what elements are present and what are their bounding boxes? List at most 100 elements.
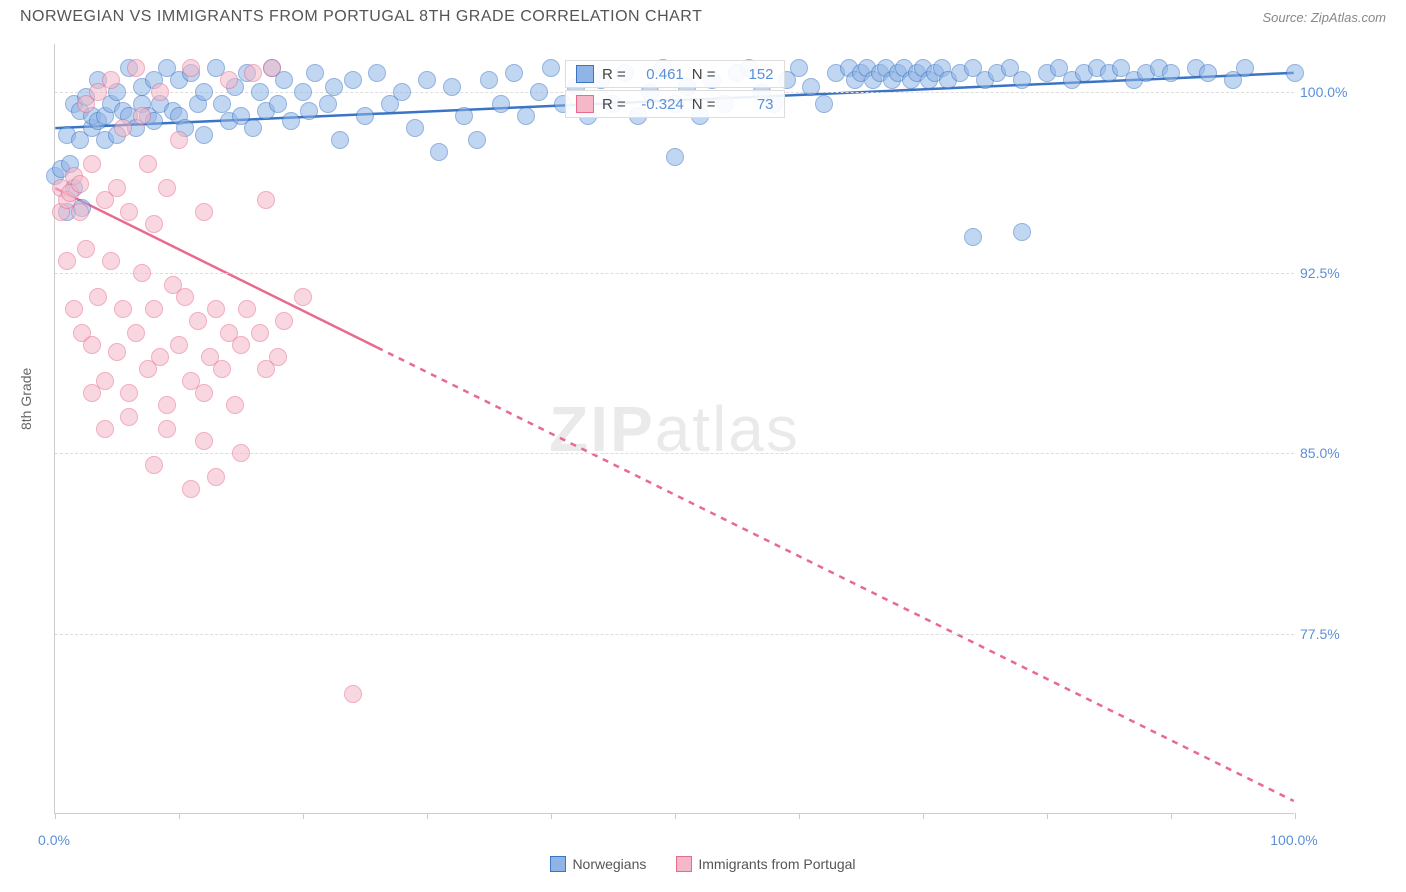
- data-point: [1162, 64, 1180, 82]
- data-point: [96, 420, 114, 438]
- data-point: [207, 468, 225, 486]
- data-point: [151, 348, 169, 366]
- legend: Norwegians Immigrants from Portugal: [0, 856, 1406, 872]
- data-point: [195, 203, 213, 221]
- data-point: [145, 456, 163, 474]
- data-point: [213, 360, 231, 378]
- data-point: [455, 107, 473, 125]
- data-point: [802, 78, 820, 96]
- data-point: [226, 396, 244, 414]
- chart-source: Source: ZipAtlas.com: [1262, 10, 1386, 25]
- data-point: [257, 191, 275, 209]
- data-point: [430, 143, 448, 161]
- data-point: [220, 71, 238, 89]
- r-value-portugal: -0.324: [634, 96, 684, 113]
- data-point: [666, 148, 684, 166]
- data-point: [505, 64, 523, 82]
- n-value-portugal: 73: [724, 96, 774, 113]
- data-point: [282, 112, 300, 130]
- x-tick: [179, 813, 180, 819]
- data-point: [145, 300, 163, 318]
- data-point: [207, 300, 225, 318]
- x-tick: [799, 813, 800, 819]
- legend-swatch-icon: [676, 856, 692, 872]
- data-point: [114, 300, 132, 318]
- data-point: [158, 179, 176, 197]
- data-point: [480, 71, 498, 89]
- data-point: [120, 384, 138, 402]
- y-axis-label: 8th Grade: [18, 368, 34, 430]
- data-point: [114, 119, 132, 137]
- data-point: [195, 126, 213, 144]
- data-point: [300, 102, 318, 120]
- data-point: [158, 420, 176, 438]
- data-point: [269, 95, 287, 113]
- data-point: [139, 155, 157, 173]
- data-point: [368, 64, 386, 82]
- data-point: [325, 78, 343, 96]
- data-point: [542, 59, 560, 77]
- data-point: [176, 288, 194, 306]
- data-point: [127, 324, 145, 342]
- data-point: [418, 71, 436, 89]
- legend-item: Immigrants from Portugal: [676, 856, 855, 872]
- swatch-norwegians-icon: [576, 65, 594, 83]
- data-point: [151, 83, 169, 101]
- data-point: [71, 175, 89, 193]
- stats-box-portugal: R = -0.324 N = 73: [565, 90, 785, 118]
- x-tick-label: 0.0%: [38, 832, 70, 848]
- data-point: [251, 83, 269, 101]
- watermark: ZIPatlas: [549, 392, 800, 466]
- data-point: [145, 215, 163, 233]
- data-point: [108, 343, 126, 361]
- data-point: [189, 312, 207, 330]
- data-point: [182, 480, 200, 498]
- data-point: [294, 83, 312, 101]
- data-point: [170, 336, 188, 354]
- data-point: [170, 131, 188, 149]
- data-point: [71, 203, 89, 221]
- data-point: [269, 348, 287, 366]
- legend-label: Norwegians: [572, 856, 646, 872]
- x-tick: [1295, 813, 1296, 819]
- data-point: [120, 408, 138, 426]
- data-point: [213, 95, 231, 113]
- data-point: [331, 131, 349, 149]
- y-tick-label: 100.0%: [1300, 84, 1347, 100]
- plot-area: ZIPatlas: [54, 44, 1294, 814]
- y-tick-label: 92.5%: [1300, 265, 1340, 281]
- gridline: [55, 634, 1294, 635]
- chart-title: NORWEGIAN VS IMMIGRANTS FROM PORTUGAL 8T…: [20, 8, 702, 26]
- r-value-norwegians: 0.461: [634, 66, 684, 83]
- data-point: [238, 300, 256, 318]
- legend-item: Norwegians: [550, 856, 646, 872]
- data-point: [108, 179, 126, 197]
- data-point: [406, 119, 424, 137]
- n-value-norwegians: 152: [724, 66, 774, 83]
- y-tick-label: 77.5%: [1300, 626, 1340, 642]
- data-point: [319, 95, 337, 113]
- data-point: [393, 83, 411, 101]
- data-point: [244, 119, 262, 137]
- data-point: [195, 432, 213, 450]
- data-point: [1013, 223, 1031, 241]
- data-point: [294, 288, 312, 306]
- data-point: [263, 59, 281, 77]
- data-point: [1199, 64, 1217, 82]
- data-point: [65, 300, 83, 318]
- data-point: [356, 107, 374, 125]
- data-point: [83, 384, 101, 402]
- x-tick-label: 100.0%: [1270, 832, 1317, 848]
- data-point: [1236, 59, 1254, 77]
- gridline: [55, 273, 1294, 274]
- data-point: [182, 59, 200, 77]
- legend-swatch-icon: [550, 856, 566, 872]
- data-point: [468, 131, 486, 149]
- data-point: [443, 78, 461, 96]
- data-point: [1013, 71, 1031, 89]
- legend-label: Immigrants from Portugal: [698, 856, 855, 872]
- data-point: [344, 71, 362, 89]
- x-tick: [55, 813, 56, 819]
- data-point: [964, 228, 982, 246]
- data-point: [83, 336, 101, 354]
